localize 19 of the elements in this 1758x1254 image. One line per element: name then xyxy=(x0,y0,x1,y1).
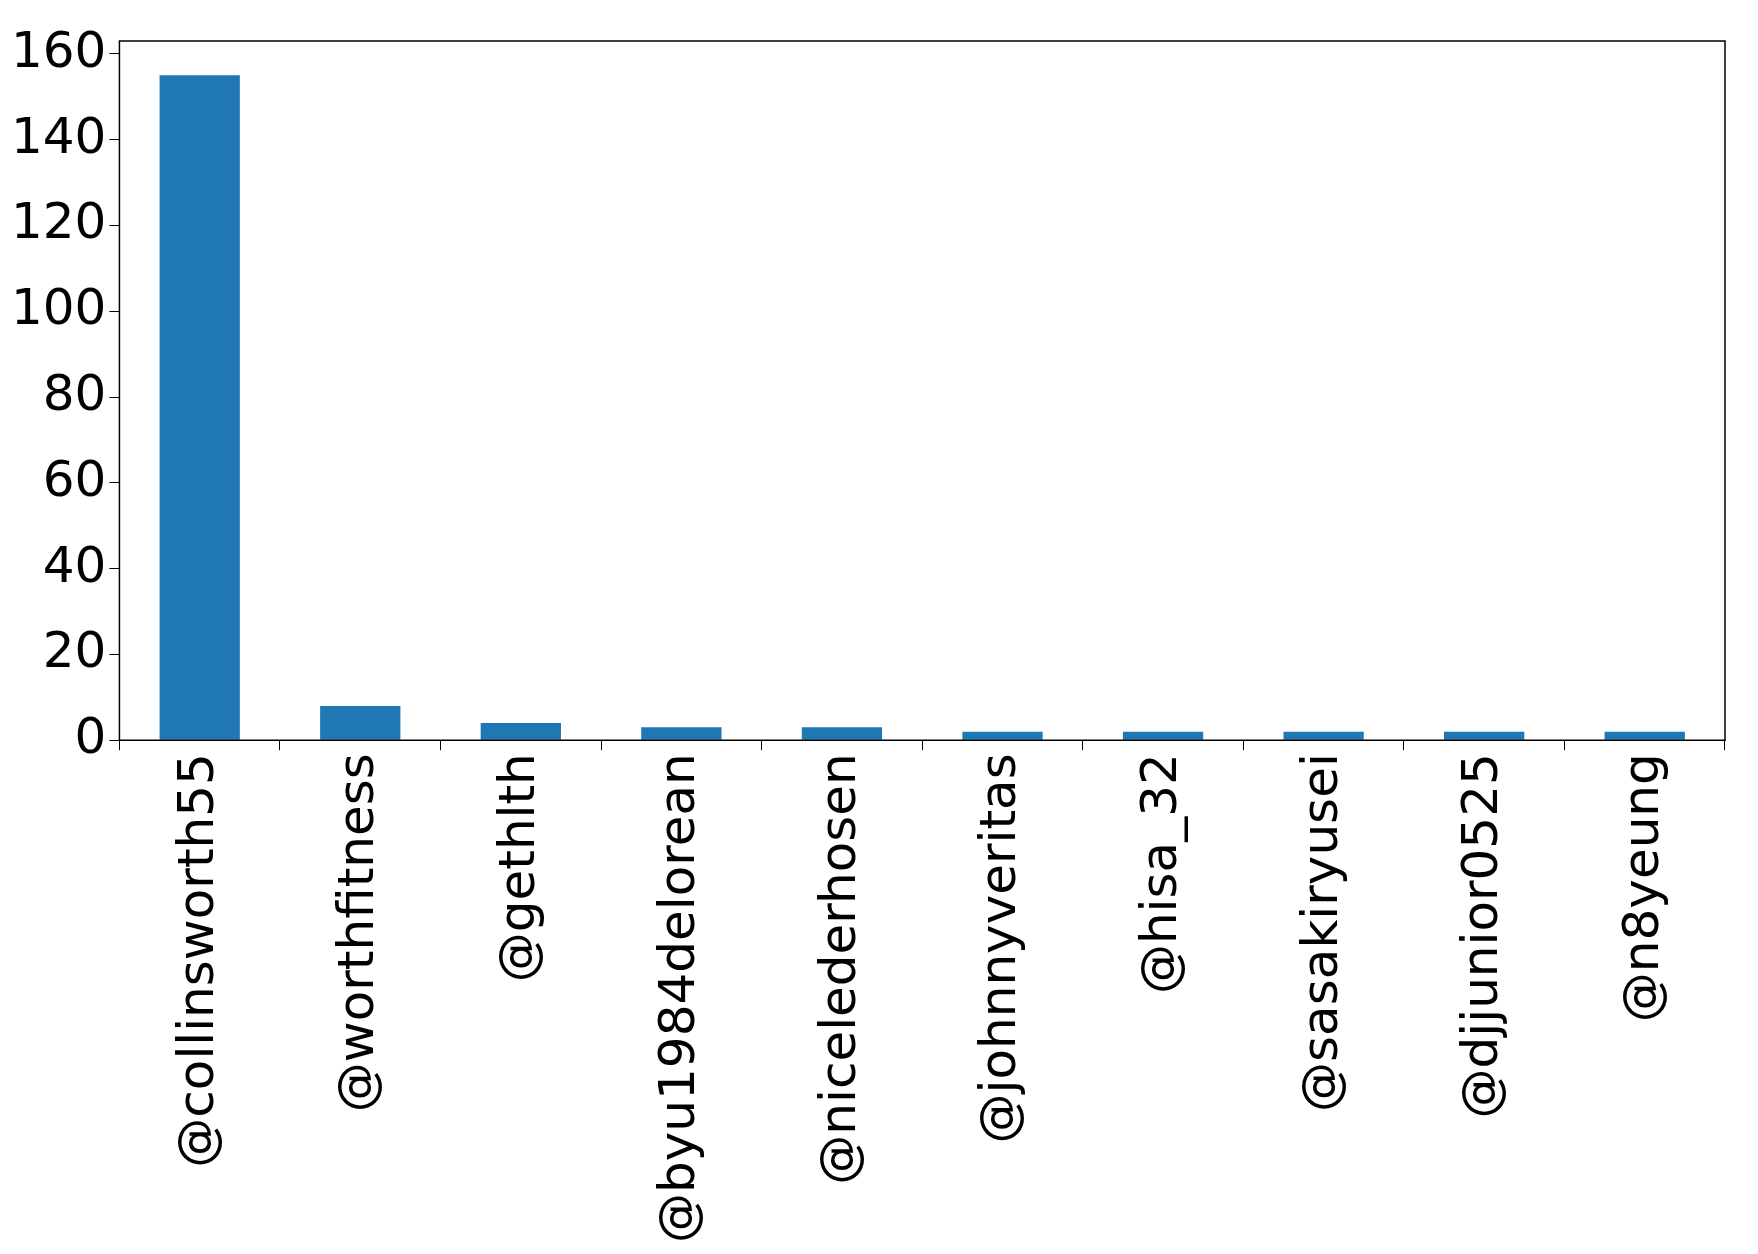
x-tick-label: @collinsworth55 xyxy=(166,753,225,1168)
y-tick-label: 40 xyxy=(42,535,107,594)
y-tick-label: 100 xyxy=(11,278,107,337)
x-tick-label: @gethlth xyxy=(487,753,546,983)
x-tick-label: @djjunior0525 xyxy=(1451,753,1510,1119)
y-tick-label: 120 xyxy=(11,192,107,251)
x-tick-label: @worthfitness xyxy=(327,753,386,1113)
y-tick-label: 60 xyxy=(42,449,107,508)
y-tick-label: 80 xyxy=(42,364,107,423)
y-tick-label: 160 xyxy=(11,20,107,79)
y-tick-label: 20 xyxy=(42,621,107,680)
x-tick-label: @byu1984delorean xyxy=(648,753,707,1243)
x-tick-label: @hisa_32 xyxy=(1130,753,1189,995)
x-tick-label: @n8yeung xyxy=(1611,753,1670,1023)
x-tick-label: @johnnyveritas xyxy=(969,753,1028,1144)
x-tick-label: @nicelederhosen xyxy=(808,753,867,1185)
x-tick-label: @sasakiryusei xyxy=(1290,753,1349,1112)
y-tick-label: 140 xyxy=(11,106,107,165)
y-tick-label: 0 xyxy=(74,707,107,766)
